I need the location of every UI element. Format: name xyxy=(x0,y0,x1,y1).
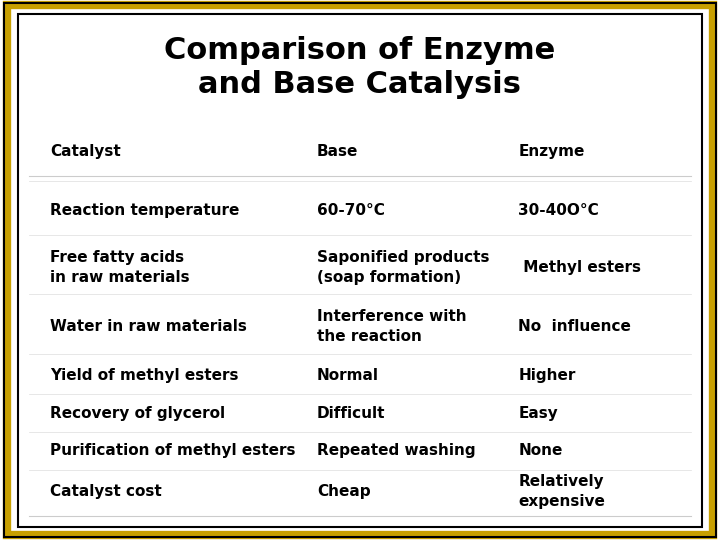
Text: Recovery of glycerol: Recovery of glycerol xyxy=(50,406,225,421)
Text: Yield of methyl esters: Yield of methyl esters xyxy=(50,368,239,383)
Text: No  influence: No influence xyxy=(518,319,631,334)
Text: Normal: Normal xyxy=(317,368,379,383)
Text: Reaction temperature: Reaction temperature xyxy=(50,203,240,218)
Text: Methyl esters: Methyl esters xyxy=(518,260,642,275)
Text: Saponified products
(soap formation): Saponified products (soap formation) xyxy=(317,250,490,285)
Text: Relatively
expensive: Relatively expensive xyxy=(518,474,606,509)
Text: Catalyst: Catalyst xyxy=(50,144,121,159)
Text: Base: Base xyxy=(317,144,358,159)
Text: Interference with
the reaction: Interference with the reaction xyxy=(317,309,467,344)
Text: Cheap: Cheap xyxy=(317,484,370,499)
Text: Enzyme: Enzyme xyxy=(518,144,585,159)
Text: Free fatty acids
in raw materials: Free fatty acids in raw materials xyxy=(50,250,190,285)
Text: Difficult: Difficult xyxy=(317,406,385,421)
Text: Purification of methyl esters: Purification of methyl esters xyxy=(50,443,296,458)
Text: Repeated washing: Repeated washing xyxy=(317,443,475,458)
Text: Higher: Higher xyxy=(518,368,576,383)
Text: Comparison of Enzyme
and Base Catalysis: Comparison of Enzyme and Base Catalysis xyxy=(164,36,556,99)
Text: Water in raw materials: Water in raw materials xyxy=(50,319,247,334)
Text: Catalyst cost: Catalyst cost xyxy=(50,484,162,499)
Text: None: None xyxy=(518,443,563,458)
Text: 60-70°C: 60-70°C xyxy=(317,203,384,218)
Text: 30-40O°C: 30-40O°C xyxy=(518,203,599,218)
Text: Easy: Easy xyxy=(518,406,558,421)
